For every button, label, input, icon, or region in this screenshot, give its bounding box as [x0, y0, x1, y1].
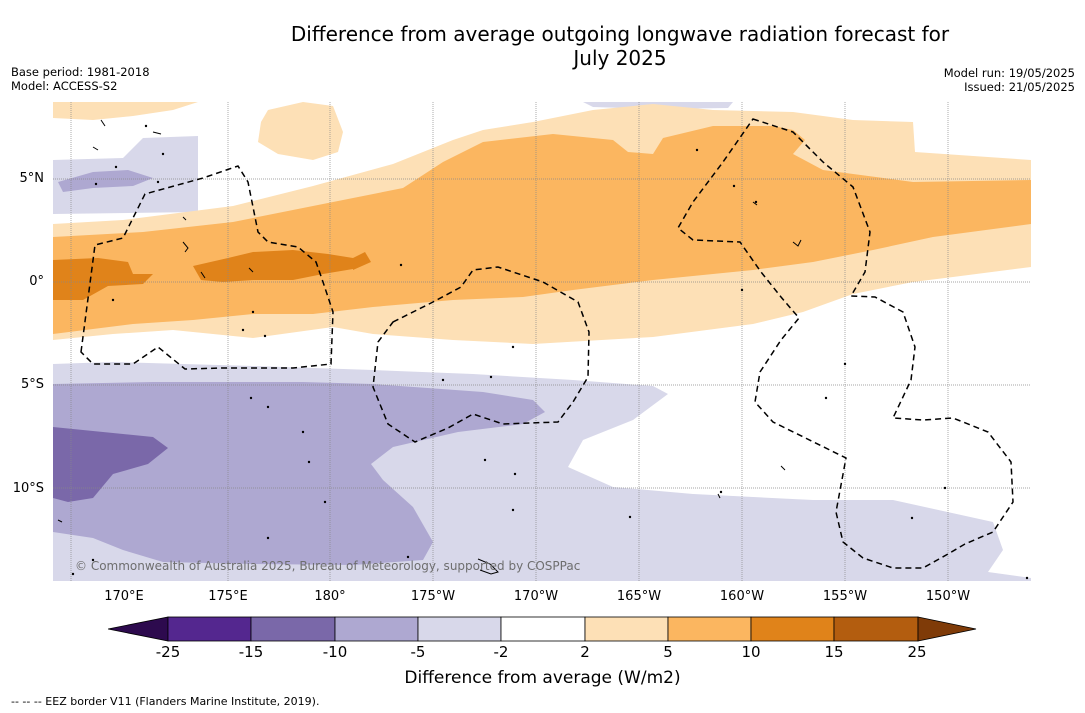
lat-label-5n: 5°N	[19, 171, 45, 186]
colorbar-tick: -2	[493, 643, 509, 661]
island-coastlines	[57, 119, 802, 575]
model-name: Model: ACCESS-S2	[11, 79, 118, 93]
colorbar-tick: -10	[322, 643, 348, 661]
lon-label-175e: 175°E	[208, 589, 248, 604]
base-period: Base period: 1981-2018	[11, 65, 150, 79]
lat-label-5s: 5°S	[20, 377, 44, 392]
colorbar-bin-minus10-minus5	[334, 616, 419, 642]
colorbar-bin-minus2-2	[500, 616, 586, 642]
anomaly-region-mid-purple	[53, 382, 545, 565]
eez-legend-note: -- -- -- EEZ border V11 (Flanders Marine…	[11, 695, 320, 708]
colorbar-bin-15-25	[833, 616, 919, 642]
model-run: Model run: 19/05/2025	[943, 66, 1075, 80]
issued-date: Issued: 21/05/2025	[964, 80, 1075, 94]
colorbar-label: Difference from average (W/m2)	[404, 668, 681, 688]
eez-border-phoenix-islands	[372, 266, 590, 443]
anomaly-region-light-orange-top	[53, 102, 198, 120]
lon-label-170e: 170°E	[104, 589, 144, 604]
island-dots	[71, 124, 1029, 580]
colorbar-bin-minus5-minus2	[417, 616, 502, 642]
eez-border-line-islands	[677, 118, 1014, 569]
colorbar-tick: 25	[907, 643, 927, 661]
lon-label-155w: 155°W	[822, 589, 868, 604]
colorbar	[108, 616, 977, 642]
colorbar-extend-high	[917, 616, 977, 642]
anomaly-region-dark-purple	[53, 427, 168, 502]
olr-anomaly-map: © Commonwealth of Australia 2025, Bureau…	[53, 102, 1031, 581]
title-line-1: Difference from average outgoing longwav…	[290, 22, 950, 46]
eez-borders	[80, 118, 1014, 569]
anomaly-region-light-orange-island	[258, 102, 343, 160]
lon-label-180: 180°	[314, 589, 346, 604]
lat-label-10s: 10°S	[12, 481, 44, 496]
lat-label-0: 0°	[29, 274, 44, 289]
lon-label-160w: 160°W	[719, 589, 765, 604]
graticule	[53, 102, 1031, 581]
colorbar-tick: -25	[155, 643, 181, 661]
colorbar-extend-low	[108, 616, 169, 642]
colorbar-tick: -15	[238, 643, 264, 661]
anomaly-region-dark-orange-blob	[353, 252, 371, 270]
colorbar-tick: 5	[663, 643, 673, 661]
lon-label-175w: 175°W	[410, 589, 456, 604]
colorbar-bin-5-10	[667, 616, 752, 642]
map-title: Difference from average outgoing longwav…	[120, 22, 1085, 70]
attribution-text: © Commonwealth of Australia 2025, Bureau…	[75, 559, 580, 573]
anomaly-region-mid-purple-north	[58, 170, 153, 192]
lon-label-150w: 150°W	[925, 589, 971, 604]
colorbar-bin-minus25-minus15	[167, 616, 252, 642]
base-period-info: Base period: 1981-2018 Model: ACCESS-S2	[11, 65, 150, 93]
colorbar-tick: 10	[741, 643, 761, 661]
colorbar-bin-2-5	[584, 616, 669, 642]
anomaly-region-dark-orange-west	[53, 258, 153, 300]
colorbar-tick: -5	[410, 643, 426, 661]
eez-border-tuvalu-kiribati-west	[80, 165, 334, 370]
colorbar-tick: 2	[580, 643, 590, 661]
colorbar-tick: 15	[824, 643, 844, 661]
colorbar-bin-10-15	[750, 616, 835, 642]
colorbar-bin-minus15-minus10	[250, 616, 336, 642]
title-line-2: July 2025	[573, 46, 667, 70]
model-run-info: Model run: 19/05/2025 Issued: 21/05/2025	[944, 66, 1075, 94]
lon-label-165w: 165°W	[616, 589, 662, 604]
lon-label-170w: 170°W	[513, 589, 559, 604]
